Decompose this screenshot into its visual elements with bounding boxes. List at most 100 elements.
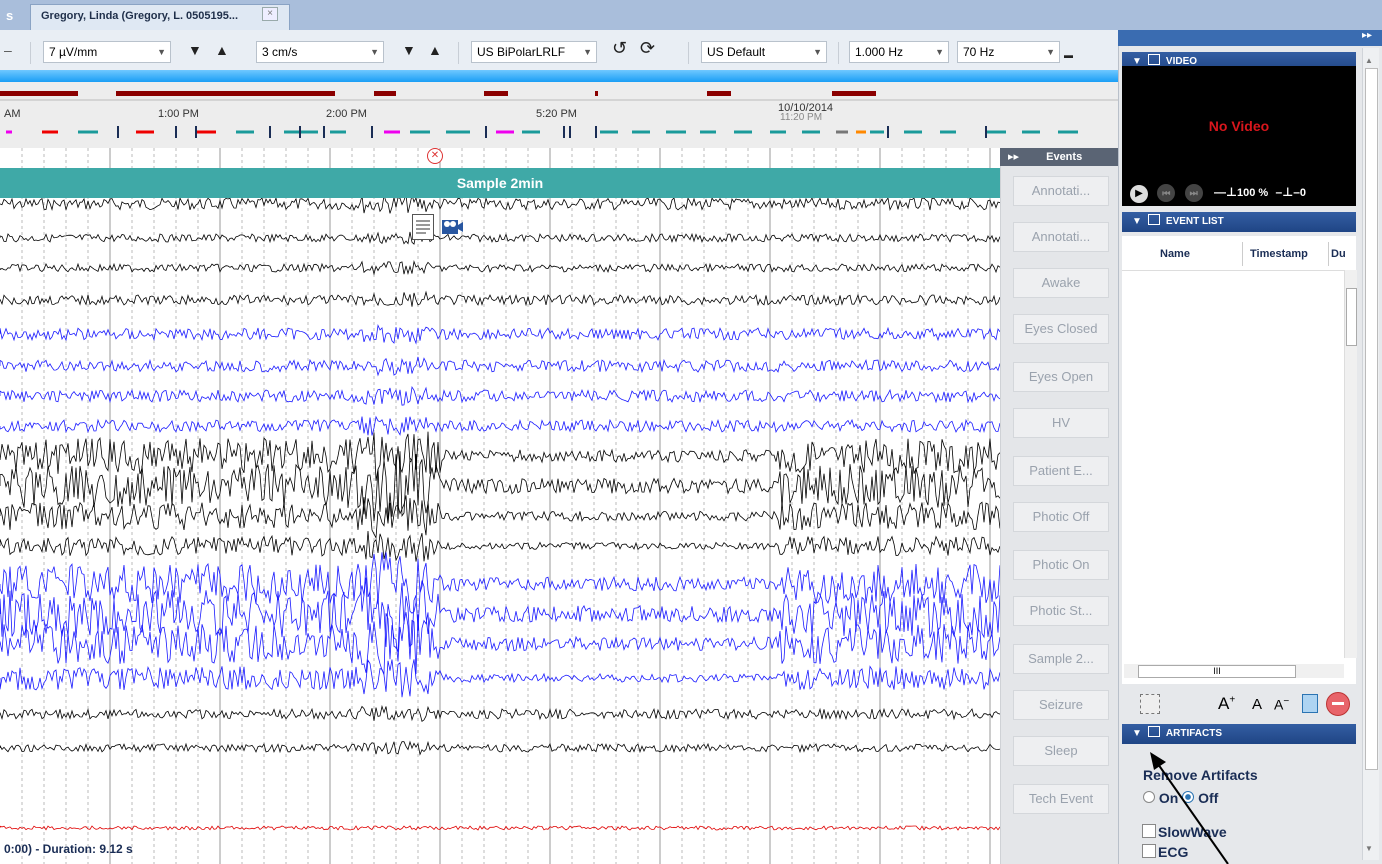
montage-select[interactable]: US BiPolarLRLF ▼ (471, 41, 597, 63)
event-button[interactable]: Sample 2... (1013, 644, 1109, 674)
toolbar: – 7 µV/mm ▼ ▼ ▲ 3 cm/s ▼ ▼ ▲ US BiPolarLRL… (0, 30, 1118, 71)
event-button[interactable]: Photic On (1013, 550, 1109, 580)
event-button[interactable]: Eyes Open (1013, 362, 1109, 392)
video-offset: 0 (1299, 187, 1306, 199)
timeline-bars (0, 91, 1118, 138)
sensitivity-down-icon[interactable]: ▼ (188, 42, 202, 58)
timeline-ticks (117, 126, 987, 138)
event-list-title: EVENT LIST (1165, 216, 1224, 227)
tab-patient[interactable]: Gregory, Linda (Gregory, L. 0505195... (30, 4, 290, 30)
eeg-channel-trace (0, 612, 1000, 675)
delete-icon[interactable] (1326, 692, 1350, 716)
font-increase-icon[interactable]: A+ (1218, 694, 1236, 713)
dash-icon: – (4, 42, 12, 58)
select-tool-icon[interactable] (1140, 694, 1160, 714)
event-button[interactable]: Photic Off (1013, 502, 1109, 532)
dropdown-arrow-icon: ▼ (935, 47, 944, 57)
camera-icon[interactable] (440, 216, 464, 238)
column-timestamp[interactable]: Timestamp (1250, 248, 1308, 260)
close-event-icon[interactable]: ✕ (427, 148, 443, 164)
window-icon (1147, 54, 1160, 65)
event-list-hscrollbar[interactable]: III (1124, 664, 1344, 678)
event-list-header[interactable]: ▼ EVENT LIST (1122, 212, 1356, 232)
video-zoom: 100 % (1237, 187, 1269, 199)
event-list-scrollbar[interactable] (1344, 270, 1357, 658)
previous-icon[interactable]: ⏮ (1157, 184, 1176, 202)
eeg-trace-area[interactable] (0, 148, 1000, 864)
radio-off[interactable] (1182, 791, 1195, 803)
font-decrease-icon[interactable]: A− (1274, 696, 1290, 713)
zoom-slider-icon[interactable]: —⊥ (1214, 185, 1237, 199)
event-banner[interactable]: Sample 2min (0, 168, 1000, 198)
tab-previous[interactable]: s (6, 8, 14, 23)
timebase-up-icon[interactable]: ▲ (428, 42, 442, 58)
dropdown-arrow-icon: ▼ (157, 47, 166, 57)
play-icon[interactable]: ▶ (1130, 185, 1148, 203)
recording-segments (0, 91, 876, 96)
note-icon[interactable] (412, 214, 434, 240)
event-button[interactable]: Eyes Closed (1013, 314, 1109, 344)
eeg-channel-trace (0, 356, 1000, 377)
video-viewport (1122, 66, 1356, 206)
event-button[interactable]: Annotati... (1013, 222, 1109, 252)
refresh-icon[interactable]: ⟳ (640, 38, 656, 58)
radio-off-label: Off (1198, 790, 1219, 806)
collapse-icon[interactable]: ▸▸ (1008, 151, 1020, 163)
collapse-triangle-icon: ▼ (1132, 56, 1142, 67)
timebase-down-icon[interactable]: ▼ (402, 42, 416, 58)
overflow-icon[interactable]: ▬ (1064, 50, 1073, 60)
toolbar-divider (688, 42, 689, 64)
event-button[interactable]: Sleep (1013, 736, 1109, 766)
event-button[interactable]: Awake (1013, 268, 1109, 298)
checkbox-box (1142, 844, 1156, 858)
sensitivity-select[interactable]: 7 µV/mm ▼ (43, 41, 171, 63)
eeg-channel-trace (0, 431, 1000, 481)
checkbox-ecg[interactable]: ECG (1142, 844, 1188, 860)
timebase-select[interactable]: 3 cm/s ▼ (256, 41, 384, 63)
eeg-channel-trace (0, 290, 1000, 307)
timeline[interactable]: AM 1:00 PM 2:00 PM 5:20 PM 10/10/2014 11… (0, 82, 1118, 149)
filter-preset-select[interactable]: US Default ▼ (701, 41, 827, 63)
scroll-up-icon[interactable]: ▲ (1365, 56, 1373, 65)
timeline-label: 1:00 PM (158, 108, 199, 120)
close-icon[interactable]: × (262, 7, 278, 21)
artifacts-header[interactable]: ▼ ARTIFACTS (1122, 724, 1356, 744)
low-filter-select[interactable]: 1.000 Hz ▼ (849, 41, 949, 63)
progress-bar (0, 70, 1118, 82)
sensitivity-up-icon[interactable]: ▲ (215, 42, 229, 58)
event-button[interactable]: Seizure (1013, 690, 1109, 720)
event-button[interactable]: Annotati... (1013, 176, 1109, 206)
window-icon (1147, 214, 1160, 225)
font-reset-icon[interactable]: A (1252, 696, 1263, 713)
radio-on[interactable] (1143, 791, 1155, 803)
event-list-column-header (1122, 236, 1356, 271)
column-duration[interactable]: Du (1331, 248, 1346, 260)
scroll-thumb[interactable] (1346, 288, 1357, 346)
high-filter-value: 70 Hz (963, 45, 995, 59)
next-icon[interactable]: ⏭ (1184, 184, 1203, 202)
eeg-channel-trace (0, 740, 1000, 756)
column-divider (1328, 242, 1329, 266)
event-button[interactable]: Patient E... (1013, 456, 1109, 486)
copy-icon[interactable] (1302, 694, 1318, 713)
sensitivity-value: 7 µV/mm (49, 45, 98, 59)
event-button[interactable]: HV (1013, 408, 1109, 438)
scroll-down-icon[interactable]: ▼ (1365, 844, 1373, 853)
eeg-channel-trace (0, 659, 1000, 698)
undo-icon[interactable]: ↺ (612, 38, 628, 58)
video-controls: ▶ ⏮ ⏭ —⊥100 % –⊥–0 (1130, 184, 1306, 203)
event-button[interactable]: Photic St... (1013, 596, 1109, 626)
expand-icon[interactable]: ▸▸ (1361, 30, 1372, 41)
offset-slider-icon[interactable]: –⊥– (1275, 185, 1300, 199)
high-filter-select[interactable]: 70 Hz ▼ (957, 41, 1060, 63)
scroll-thumb[interactable] (1365, 68, 1378, 770)
event-button[interactable]: Tech Event (1013, 784, 1109, 814)
right-panel-scrollbar[interactable]: ▲ ▼ (1362, 48, 1379, 860)
radio-on-label: On (1158, 790, 1179, 806)
hscroll-thumb[interactable]: III (1138, 665, 1296, 678)
column-name[interactable]: Name (1160, 248, 1190, 260)
collapse-triangle-icon: ▼ (1132, 216, 1142, 227)
artifacts-title: ARTIFACTS (1165, 728, 1223, 739)
eeg-channel-trace (0, 825, 1000, 831)
toolbar-divider (458, 42, 459, 64)
